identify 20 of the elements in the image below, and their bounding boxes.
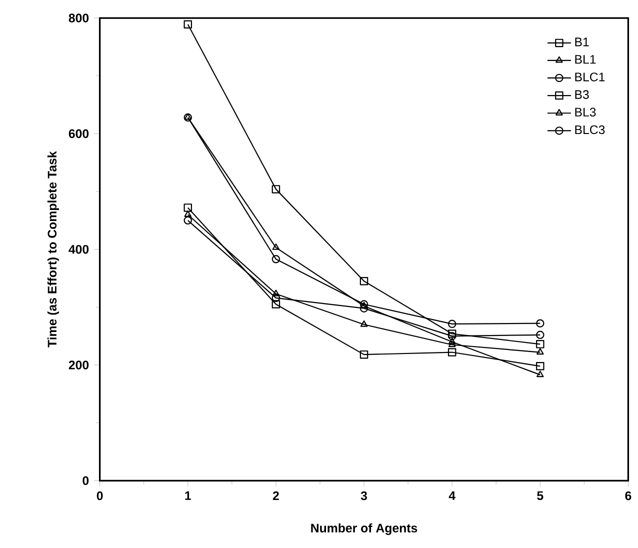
legend-label: BL1 [575,55,596,64]
y-axis-title: Time (as Effort) to Complete Task [47,151,59,348]
legend-label: B3 [575,90,589,100]
y-tick-label: 200 [68,360,89,370]
x-tick-label: 5 [537,492,544,500]
x-tick-label: 4 [448,492,456,500]
x-axis-title: Number of Agents [311,524,418,536]
x-tick-label: 1 [185,492,191,500]
x-tick-label: 2 [272,492,279,500]
legend-label: BLC3 [575,126,605,134]
y-tick-label: 600 [68,129,89,138]
x-tick-label: 3 [360,492,367,500]
x-tick-label: 0 [96,492,103,500]
legend-label: B1 [575,38,589,46]
y-tick-label: 400 [68,245,89,254]
legend-label: BLC1 [575,72,605,82]
y-tick-label: 0 [82,476,89,486]
y-tick-label: 800 [68,14,89,23]
legend-label: BL3 [575,108,596,117]
x-tick-label: 6 [625,492,632,500]
